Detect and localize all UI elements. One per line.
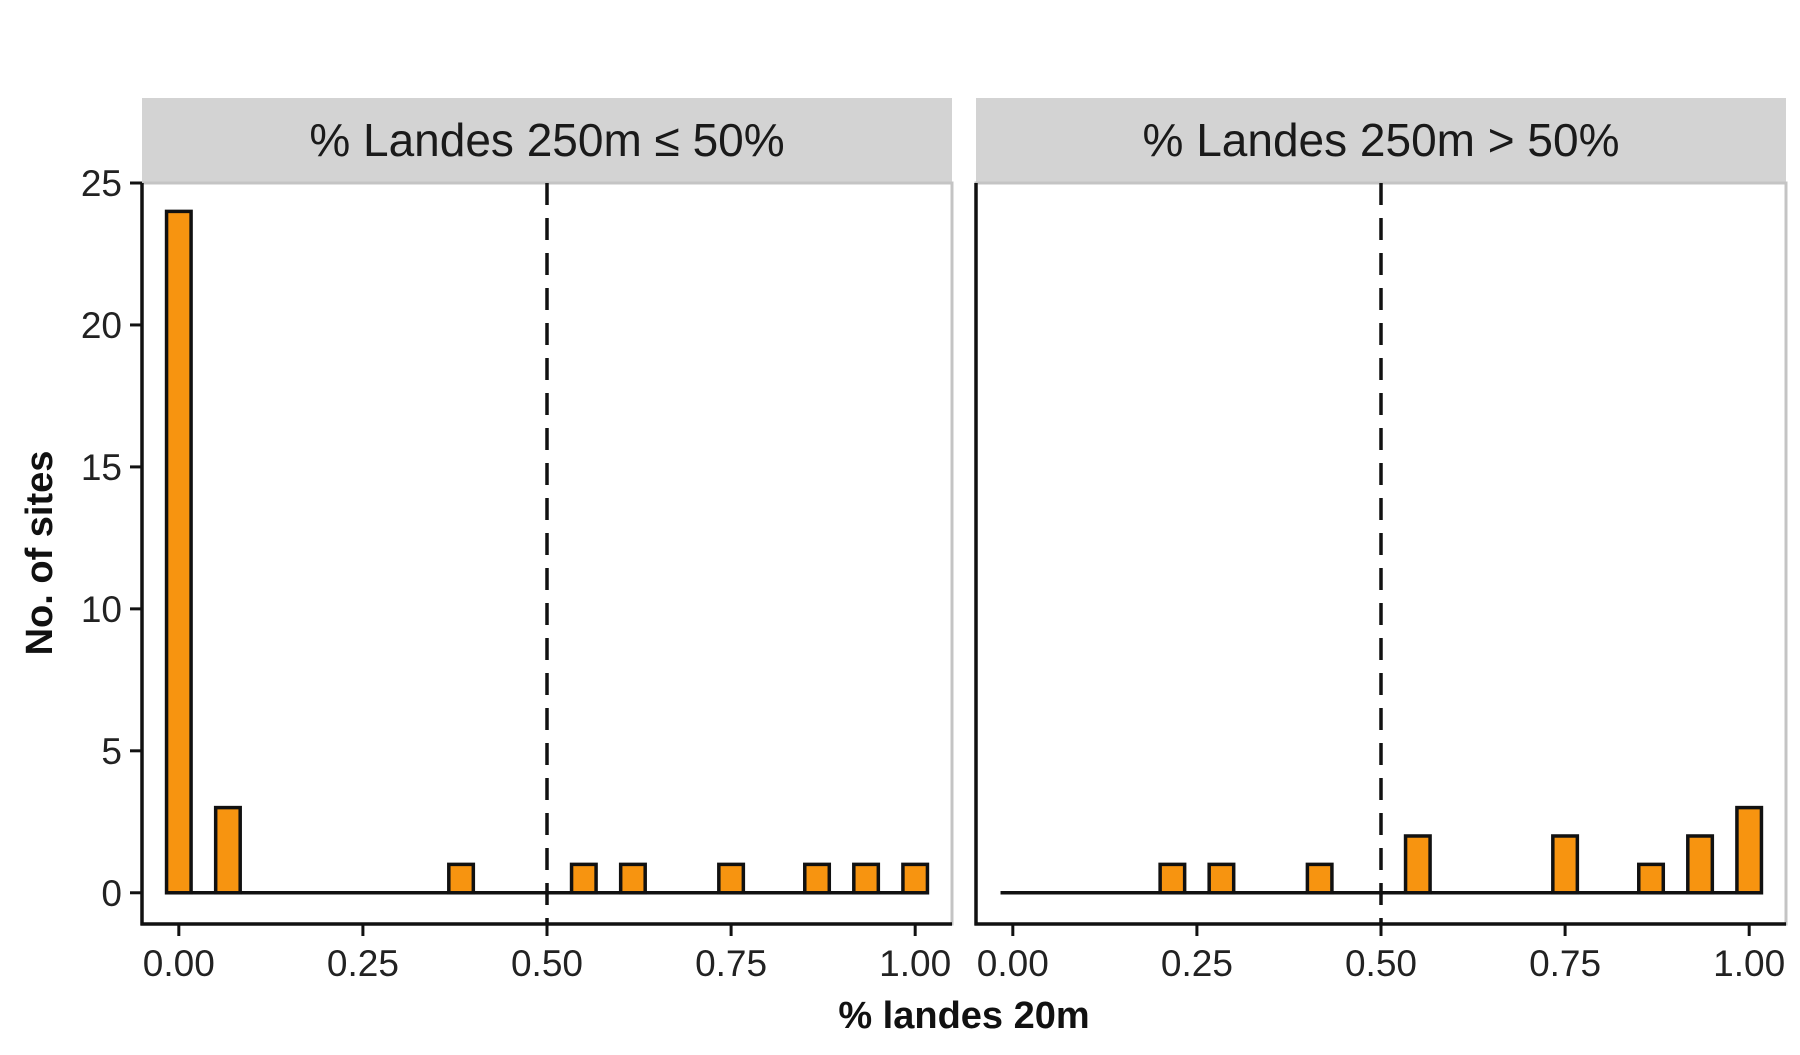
x-tick-label: 0.00 [143, 943, 215, 984]
facet-strip-1 [142, 98, 952, 183]
y-tick-label: 15 [81, 447, 122, 488]
x-tick-label: 0.75 [695, 943, 767, 984]
histogram-bar [1735, 805, 1764, 895]
x-axis-title: % landes 20m [838, 995, 1089, 1037]
y-tick-label: 20 [81, 305, 122, 346]
facet-strip-label-1: % Landes 250m ≤ 50% [309, 114, 784, 166]
histogram-bar [803, 862, 832, 895]
histogram-bar [213, 805, 242, 895]
histogram-bar [1158, 862, 1187, 895]
y-tick-label: 25 [81, 163, 122, 204]
histogram-bar [1551, 834, 1580, 895]
histogram-bar [1686, 834, 1715, 895]
x-tick-label: 0.50 [511, 943, 583, 984]
histogram-bar [447, 862, 476, 895]
histogram-bar [1305, 862, 1334, 895]
facet-strip-label-2: % Landes 250m > 50% [1143, 114, 1620, 166]
histogram-bar [1207, 862, 1236, 895]
histogram-bar [1637, 862, 1666, 895]
y-axis-title: No. of sites [19, 451, 61, 656]
x-tick-label: 0.25 [1161, 943, 1233, 984]
histogram-bar [1403, 834, 1432, 895]
histogram-bar [901, 862, 930, 895]
histogram-bar [852, 862, 881, 895]
facet-strip-2 [976, 98, 1786, 183]
x-tick-label: 1.00 [1713, 943, 1785, 984]
histogram-bar [569, 862, 598, 895]
histogram-bar [164, 209, 193, 895]
y-tick-label: 5 [101, 731, 122, 772]
x-tick-label: 0.00 [977, 943, 1049, 984]
x-tick-label: 1.00 [879, 943, 951, 984]
histogram-bar [717, 862, 746, 895]
y-tick-label: 0 [101, 873, 122, 914]
x-tick-label: 0.25 [327, 943, 399, 984]
x-tick-label: 0.75 [1529, 943, 1601, 984]
histogram-bar [618, 862, 647, 895]
y-tick-label: 10 [81, 589, 122, 630]
x-tick-label: 0.50 [1345, 943, 1417, 984]
